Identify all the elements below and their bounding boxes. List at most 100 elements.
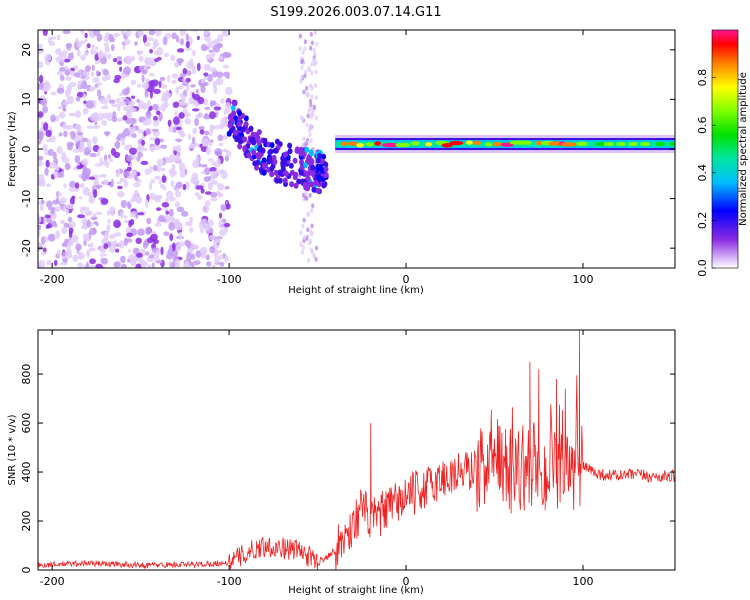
heatmap-noise-blob xyxy=(44,167,49,176)
heatmap-noise-blob xyxy=(162,36,168,46)
heatmap-noise-blob xyxy=(69,130,76,137)
heatmap-noise-blob xyxy=(58,132,63,137)
heatmap-noise-blob xyxy=(178,112,185,119)
heatmap-noise-blob xyxy=(313,30,318,35)
heatmap-noise-blob xyxy=(312,47,316,53)
heatmap-noise-blob xyxy=(50,211,57,220)
heatmap-noise-blob xyxy=(94,121,98,126)
heatmap-noise-blob xyxy=(64,58,71,63)
heatmap-noise-blob xyxy=(202,205,210,214)
heatmap-noise-blob xyxy=(93,30,100,37)
heatmap-noise-blob xyxy=(299,230,303,236)
heatmap-track-blob xyxy=(230,104,236,111)
heatmap-noise-blob xyxy=(204,200,211,207)
snr-x-label: Height of straight line (km) xyxy=(288,585,424,596)
heatmap-noise-blob xyxy=(55,165,60,171)
heatmap-noise-blob xyxy=(215,77,224,86)
heatmap-noise-blob xyxy=(71,195,76,200)
heatmap-noise-blob xyxy=(200,188,205,194)
heatmap-noise-blob xyxy=(185,33,190,41)
heatmap-noise-blob xyxy=(38,84,44,90)
heatmap-noise-blob xyxy=(53,259,58,267)
heatmap-track-blob xyxy=(298,146,304,153)
heatmap-noise-blob xyxy=(304,69,308,75)
heatmap-noise-blob xyxy=(194,192,200,197)
heatmap-track-blob xyxy=(227,122,233,129)
heatmap-noise-blob xyxy=(301,249,305,255)
heatmap-noise-blob xyxy=(77,214,86,219)
heatmap-noise-blob xyxy=(80,54,86,61)
heatmap-noise-blob xyxy=(314,83,318,88)
heatmap-noise-blob xyxy=(93,221,98,225)
heatmap-noise-blob xyxy=(72,254,79,262)
heatmap-noise-blob xyxy=(174,218,181,228)
heatmap-noise-blob xyxy=(198,112,204,118)
heatmap-noise-blob xyxy=(138,100,145,110)
heatmap-noise-blob xyxy=(79,140,85,149)
heatmap-noise-blob xyxy=(145,128,151,135)
heatmap-noise-blob xyxy=(203,114,211,120)
heatmap-noise-blob xyxy=(201,137,209,147)
heatmap-noise-blob xyxy=(70,71,76,77)
heatmap-noise-blob xyxy=(165,190,174,199)
heatmap-noise-blob xyxy=(78,196,83,200)
heatmap-noise-blob xyxy=(112,111,117,119)
heatmap-noise-blob xyxy=(89,152,98,158)
heatmap-noise-blob xyxy=(43,122,49,131)
heatmap-noise-blob xyxy=(188,133,192,141)
heatmap-noise-blob xyxy=(203,63,211,71)
heatmap-noise-blob xyxy=(209,246,216,254)
heatmap-noise-blob xyxy=(303,73,307,79)
heatmap-noise-blob xyxy=(120,199,127,209)
heatmap-noise-blob xyxy=(81,172,88,182)
heatmap-noise-blob xyxy=(210,180,218,185)
heatmap-noise-blob xyxy=(310,208,314,213)
heatmap-noise-blob xyxy=(186,252,193,262)
heatmap-noise-blob xyxy=(61,157,70,163)
heatmap-noise-blob xyxy=(225,203,231,210)
heatmap-noise-blob xyxy=(158,180,163,184)
heatmap-noise-blob xyxy=(62,123,67,130)
heatmap-noise-blob xyxy=(127,201,131,209)
heatmap-noise-blob xyxy=(217,183,225,191)
heatmap-noise-blob xyxy=(150,179,155,184)
heatmap-noise-blob xyxy=(309,229,313,235)
heatmap-noise-blob xyxy=(68,221,76,228)
heatmap-noise-blob xyxy=(175,138,183,143)
colorbar-tick-label: 0.4 xyxy=(696,164,709,182)
heatmap-noise-blob xyxy=(163,101,169,108)
heatmap-noise-blob xyxy=(66,242,71,250)
heatmap-noise-blob xyxy=(309,102,313,108)
heatmap-noise-blob xyxy=(202,46,210,50)
heatmap-noise-blob xyxy=(41,236,46,245)
snr-panel: -200 -100 0 100 0 200 400 600 800 Height of stra… xyxy=(7,329,676,596)
heatmap-noise-blob xyxy=(102,173,107,178)
heatmap-track-blob xyxy=(283,170,289,177)
heatmap-noise-blob xyxy=(102,112,110,119)
heatmap-noise-blob xyxy=(148,80,155,85)
heatmap-track-blob xyxy=(272,159,278,165)
heatmap-noise-blob xyxy=(86,249,91,258)
heatmap-noise-blob xyxy=(155,249,160,258)
heatmap-noise-blob xyxy=(124,55,133,65)
carrier-hotspot xyxy=(520,140,532,145)
heatmap-noise-blob xyxy=(178,241,185,247)
heatmap-noise-blob xyxy=(128,126,136,133)
heatmap-noise-blob xyxy=(192,244,200,250)
heatmap-noise-blob xyxy=(299,242,303,248)
x-tick-label: 100 xyxy=(572,575,593,588)
heatmap-track-blob xyxy=(274,138,280,145)
heatmap-noise-blob xyxy=(130,55,136,62)
heatmap-noise-blob xyxy=(42,105,48,114)
heatmap-track-blob xyxy=(233,129,239,136)
heatmap-noise-blob xyxy=(192,127,198,135)
heatmap-noise-blob xyxy=(137,228,145,236)
heatmap-noise-blob xyxy=(158,80,162,89)
heatmap-noise-blob xyxy=(135,263,142,268)
heatmap-noise-blob xyxy=(219,212,223,219)
heatmap-noise-blob xyxy=(209,139,214,143)
heatmap-noise-blob xyxy=(50,91,57,96)
carrier-hotspot xyxy=(560,142,577,147)
heatmap-noise-blob xyxy=(88,195,95,204)
heatmap-noise-blob xyxy=(209,67,217,73)
